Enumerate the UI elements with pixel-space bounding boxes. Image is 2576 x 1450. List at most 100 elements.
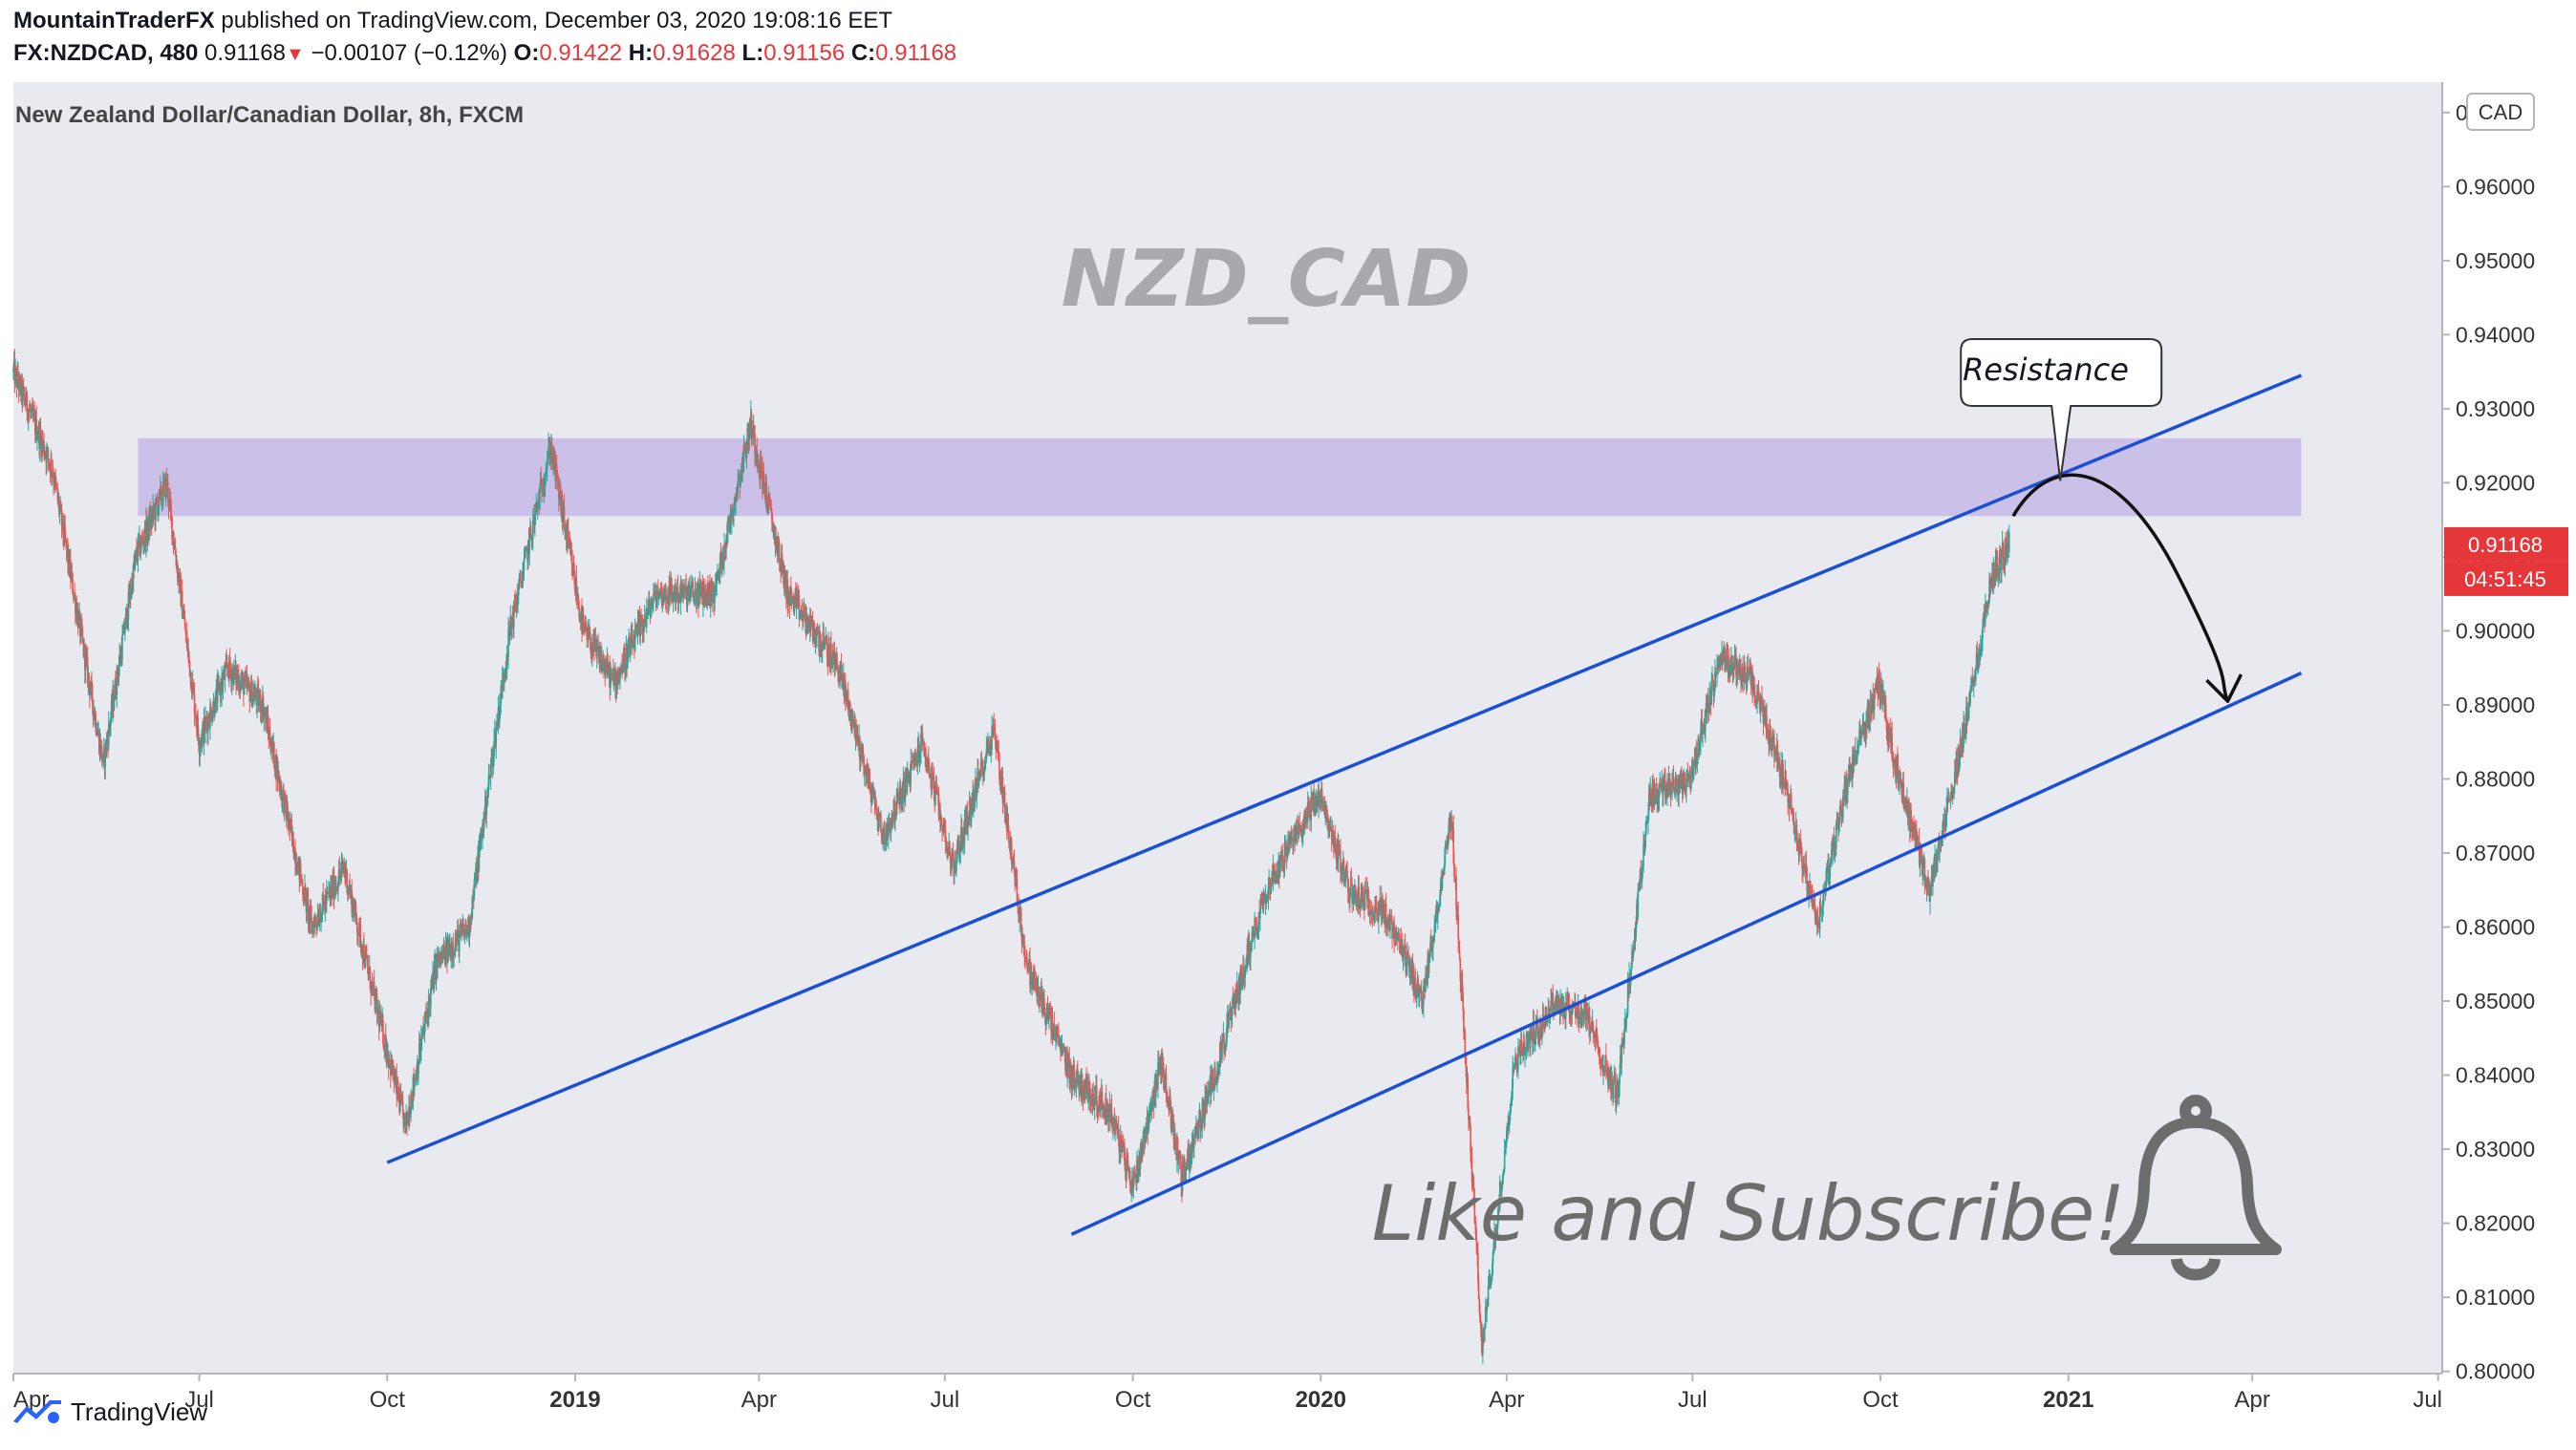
- candle-body: [1498, 1181, 1501, 1209]
- candle-body: [933, 776, 935, 793]
- candle-body: [48, 463, 51, 465]
- price-axis[interactable]: 0.970000.960000.950000.940000.930000.920…: [2442, 100, 2535, 1384]
- candle-body: [1492, 1263, 1493, 1276]
- candle-body: [247, 680, 250, 687]
- candle-body: [1259, 894, 1262, 910]
- candle-body: [1165, 1075, 1168, 1095]
- candle-body: [904, 772, 907, 799]
- candle-body: [607, 659, 609, 669]
- candle-body: [1334, 837, 1337, 842]
- candle-body: [1486, 1300, 1488, 1312]
- time-axis[interactable]: Apr Jul Oct 2019 Apr Jul Oct 2020 Apr Jul Oct 2021 A…: [12, 1374, 2442, 1413]
- candle-body: [1303, 811, 1305, 833]
- candle-body: [1055, 1037, 1057, 1042]
- author-name[interactable]: MountainTraderFX: [13, 8, 215, 33]
- price-tick-label: 0.90000: [2456, 618, 2535, 643]
- candle-body: [931, 770, 934, 788]
- candle-body: [845, 681, 847, 701]
- candle-body: [726, 520, 729, 544]
- candle-body: [1423, 985, 1425, 1005]
- candle-body: [1003, 789, 1005, 792]
- candle-body: [1543, 1018, 1545, 1025]
- candle-body: [720, 558, 722, 566]
- candle-body: [485, 806, 488, 816]
- candle-body: [855, 724, 858, 739]
- candle-body: [1250, 942, 1253, 951]
- candle-body: [1226, 1025, 1228, 1043]
- candle-body: [1347, 891, 1350, 900]
- candle-body: [483, 811, 485, 832]
- candle-body: [945, 840, 948, 851]
- candle-body: [302, 885, 304, 895]
- candle-body: [121, 632, 124, 636]
- candle-body: [311, 925, 313, 932]
- candle-body: [652, 604, 654, 607]
- candle-body: [1630, 967, 1633, 976]
- candle-body: [951, 854, 953, 870]
- price-tick-label: 0.83000: [2456, 1137, 2535, 1162]
- candle-body: [1254, 917, 1256, 938]
- candle-body: [939, 803, 941, 821]
- candle-body: [1063, 1049, 1064, 1054]
- candle-body: [1496, 1216, 1499, 1229]
- candle-body: [225, 663, 228, 670]
- candle-body: [1370, 910, 1373, 912]
- candle-body: [1266, 897, 1269, 899]
- price-tick-label: 0.89000: [2456, 693, 2535, 717]
- candle-body: [1318, 792, 1320, 805]
- candle-body: [354, 910, 355, 918]
- candle-body: [30, 409, 32, 413]
- candle-body: [562, 507, 564, 522]
- candle-body: [501, 679, 504, 699]
- candle-body: [314, 917, 317, 923]
- candle-body: [1094, 1093, 1097, 1099]
- candle-body: [130, 591, 133, 597]
- candle-body: [1136, 1159, 1139, 1179]
- candle-body: [1082, 1080, 1084, 1091]
- candle-body: [1398, 933, 1401, 937]
- candle-body: [672, 594, 675, 600]
- candle-body: [1002, 789, 1004, 803]
- candle-body: [1084, 1088, 1085, 1092]
- candle-body: [1373, 911, 1376, 915]
- candle-body: [1255, 917, 1256, 927]
- candle-body: [1342, 860, 1345, 885]
- candle-body: [166, 481, 169, 501]
- candle-body: [890, 819, 891, 833]
- candle-body: [90, 682, 93, 693]
- candle-body: [1681, 778, 1683, 786]
- candle-body: [869, 780, 871, 793]
- candle-body: [866, 769, 869, 772]
- candle-body: [1578, 1015, 1580, 1025]
- candle-body: [342, 863, 344, 870]
- candle-body: [954, 862, 955, 876]
- candle-body: [75, 594, 76, 614]
- candle-body: [1062, 1043, 1063, 1054]
- candle-body: [109, 725, 111, 727]
- candle-body: [72, 573, 74, 594]
- candle-body: [671, 584, 673, 597]
- candle-body: [1393, 923, 1396, 944]
- candle-body: [62, 515, 64, 535]
- candle-body: [692, 582, 695, 596]
- high-value: 0.91628: [653, 40, 736, 66]
- candle-body: [994, 731, 997, 740]
- candle-body: [1603, 1066, 1606, 1068]
- resistance-zone[interactable]: [138, 437, 2302, 517]
- candle-body: [1117, 1128, 1120, 1141]
- candle-body: [492, 757, 495, 766]
- price-tick-label: 0.81000: [2456, 1285, 2535, 1310]
- candle-body: [1183, 1160, 1186, 1170]
- candle-body: [851, 709, 853, 728]
- candle-body: [1362, 887, 1364, 898]
- candle-body: [1310, 798, 1313, 821]
- candle-body: [169, 499, 172, 510]
- candle-body: [401, 1098, 403, 1102]
- candle-body: [1349, 881, 1352, 888]
- candle-body: [47, 448, 50, 458]
- candle-body: [622, 651, 625, 672]
- candle-body: [845, 695, 848, 701]
- candle-body: [1261, 895, 1263, 902]
- candle-body: [1333, 837, 1336, 848]
